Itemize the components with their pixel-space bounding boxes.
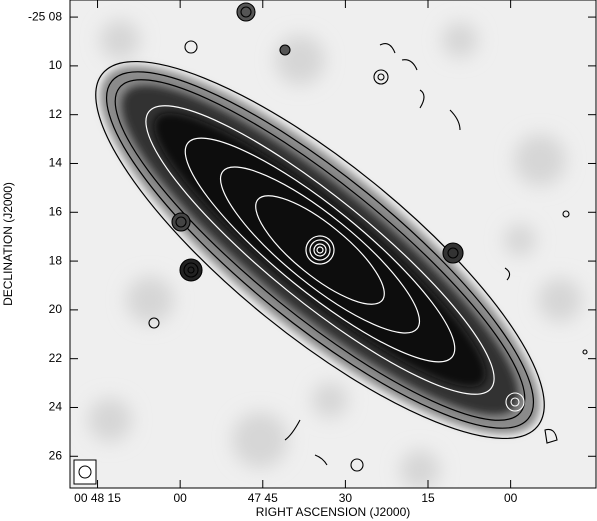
- y-tick-label: 12: [49, 107, 63, 121]
- x-tick-label: 30: [339, 491, 353, 505]
- x-tick-label: 47 45: [248, 491, 278, 505]
- beam: [78, 465, 92, 479]
- y-tick-label: 26: [49, 448, 63, 462]
- x-tick-label: 00 48 15: [74, 491, 121, 505]
- x-tick-label: 00: [173, 491, 187, 505]
- y-tick-label: 14: [49, 156, 63, 170]
- x-tick-label: 15: [421, 491, 435, 505]
- y-tick-label: 22: [49, 351, 63, 365]
- y-axis-title: DECLINATION (J2000): [1, 182, 15, 306]
- radio-map: [70, 0, 596, 488]
- y-tick-label: 18: [49, 253, 63, 267]
- point-sources: [148, 2, 588, 472]
- x-tick-label: 00: [504, 491, 518, 505]
- y-tick-label: 10: [49, 58, 63, 72]
- x-axis-title: RIGHT ASCENSION (J2000): [256, 505, 411, 519]
- y-tick-label: 16: [49, 204, 63, 218]
- y-tick-label: 24: [49, 400, 63, 414]
- y-tick-label: -25 08: [28, 9, 62, 23]
- beam-box: [73, 459, 97, 485]
- y-tick-label: 20: [49, 302, 63, 316]
- plot-frame: [69, 0, 597, 489]
- galaxy: [95, 60, 545, 440]
